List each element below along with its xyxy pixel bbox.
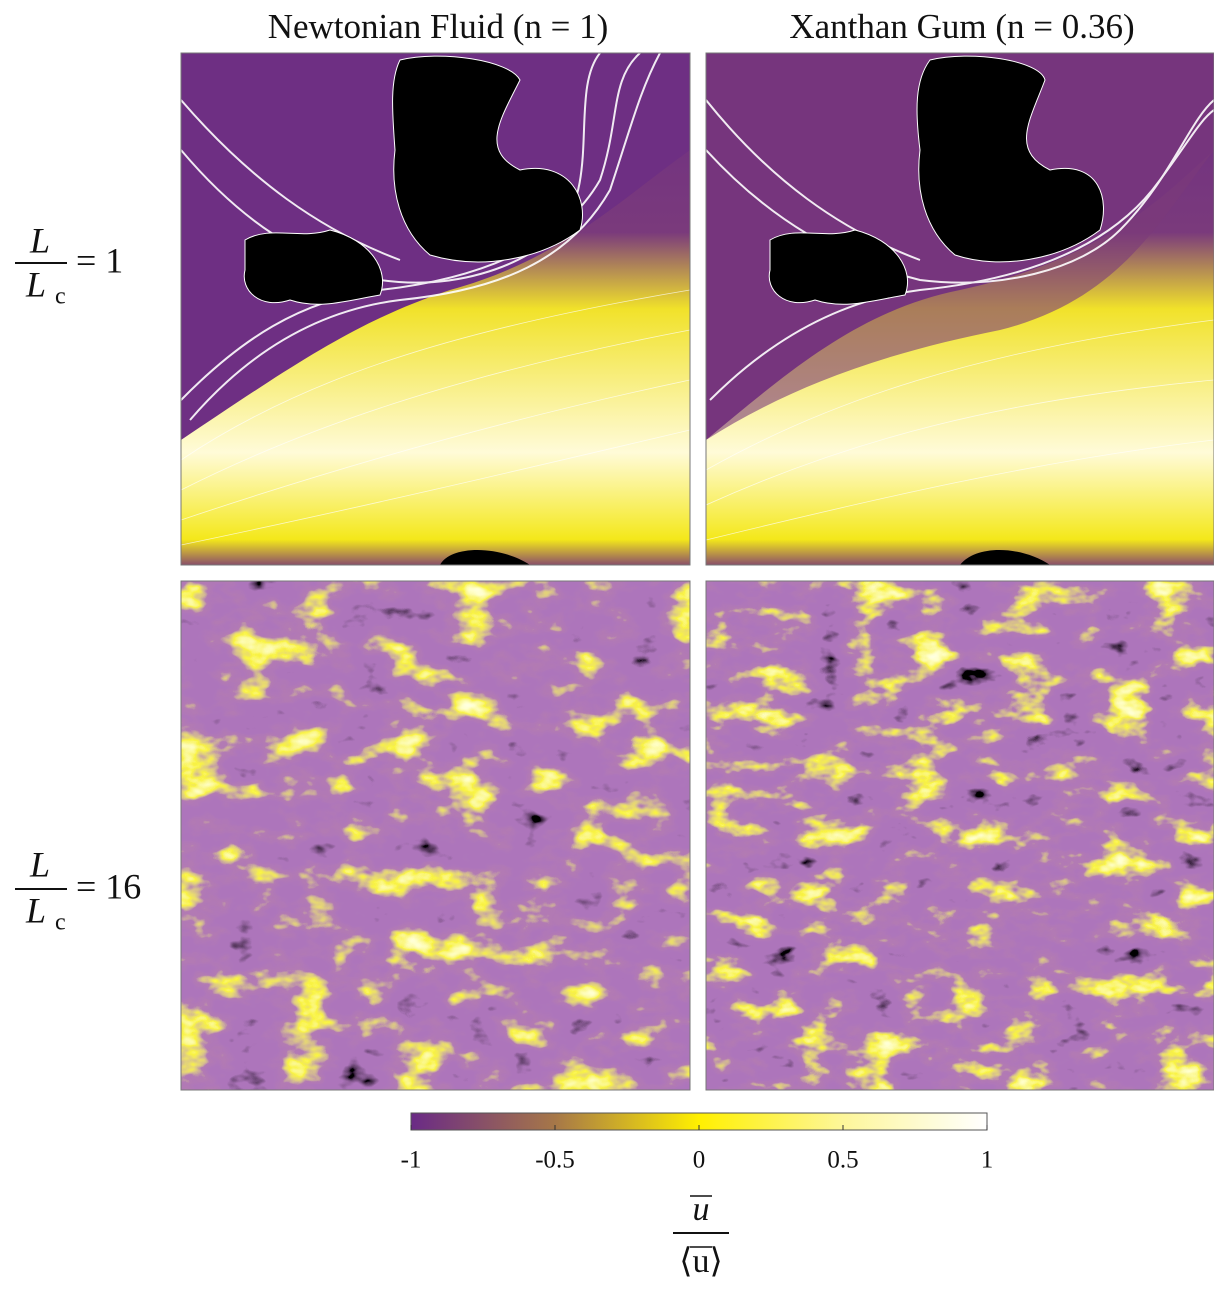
row-numerator: L — [29, 220, 50, 260]
velocity-field — [706, 53, 1214, 565]
row-equals: = 16 — [76, 866, 141, 906]
velocity-field — [706, 581, 1214, 1090]
velocity-field — [181, 53, 690, 565]
row-equals: = 1 — [76, 240, 123, 280]
column-title: Newtonian Fluid (n = 1) — [268, 7, 609, 46]
colorbar-tick-label: 0.5 — [827, 1147, 858, 1174]
colorbar-numerator: u — [693, 1191, 710, 1228]
colorbar-tick-label: -0.5 — [535, 1147, 575, 1174]
velocity-field — [181, 581, 690, 1090]
colorbar-tick-label: 1 — [981, 1147, 994, 1174]
row-label: L L c = 16 — [15, 844, 141, 936]
colorbar-tick-label: 0 — [693, 1147, 706, 1174]
row-numerator: L — [29, 844, 50, 884]
colorbar-label: u ⟨u⟩ — [673, 1191, 729, 1280]
panel-frame — [180, 580, 691, 1091]
panel-frame — [705, 580, 1214, 1091]
column-title: Xanthan Gum (n = 0.36) — [789, 7, 1134, 46]
panel-frame — [705, 52, 1214, 566]
colorbar-tick-label: -1 — [401, 1147, 422, 1174]
panel-frame — [180, 52, 691, 566]
row-denominator: L — [25, 264, 46, 304]
row-label: L L c = 1 — [15, 220, 123, 310]
row-subscript: c — [55, 910, 66, 936]
row-denominator: L — [25, 890, 46, 930]
colorbar-denominator: ⟨u⟩ — [679, 1243, 723, 1280]
row-subscript: c — [55, 284, 66, 310]
